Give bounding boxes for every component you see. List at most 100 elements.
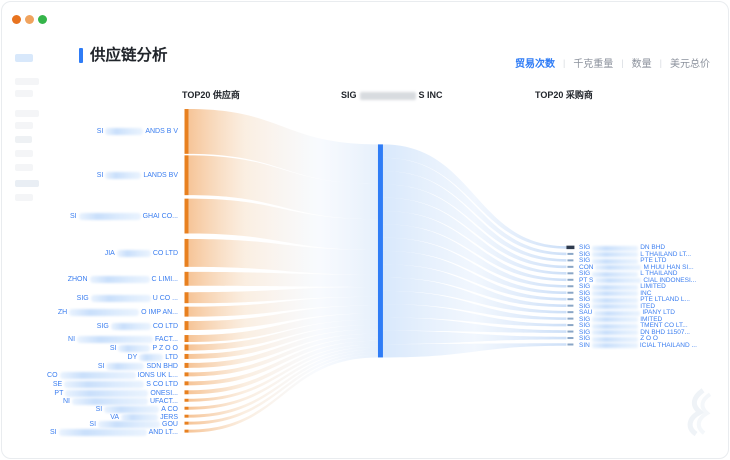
supplier-label[interactable]: PT ONESI...: [54, 390, 178, 397]
supplier-label[interactable]: SI SDN BHD: [98, 363, 178, 370]
supplier-node[interactable]: [184, 292, 189, 304]
supplier-label[interactable]: VA JERS: [110, 414, 178, 421]
supplier-label[interactable]: ZH O IMP AN...: [58, 309, 178, 316]
supplier-node[interactable]: [184, 414, 189, 418]
sidebar-item[interactable]: [15, 164, 33, 171]
supplier-label-prefix: SE: [52, 381, 63, 388]
sidebar-item[interactable]: [15, 180, 39, 187]
purchaser-label-suffix: Z O O: [640, 335, 658, 342]
sidebar-item[interactable]: [15, 194, 33, 201]
supplier-label[interactable]: SI LANDS BV: [97, 172, 178, 179]
flow-supplier-to-center: [188, 329, 378, 368]
supplier-label[interactable]: SI GHAI CO...: [70, 213, 178, 220]
purchaser-label[interactable]: SIG L THAILAND: [579, 270, 677, 278]
supplier-node[interactable]: [184, 198, 189, 234]
metric-tab[interactable]: 美元总价: [670, 59, 710, 70]
supplier-node[interactable]: [184, 335, 189, 343]
supplier-node[interactable]: [184, 381, 189, 386]
purchaser-label[interactable]: SIG ITED: [579, 302, 656, 311]
purchaser-label-suffix: L THAILAND LT...: [640, 250, 692, 258]
purchaser-node[interactable]: [567, 343, 574, 346]
supplier-label[interactable]: SI AND LT...: [50, 429, 178, 436]
purchaser-label[interactable]: SIG INC: [579, 290, 651, 298]
purchaser-label[interactable]: CON M HUU HAN SI...: [579, 264, 694, 272]
purchaser-label[interactable]: SIG TMENT CO LT...: [579, 322, 688, 330]
supplier-label[interactable]: SI GOU: [89, 421, 178, 428]
supplier-node[interactable]: [184, 321, 189, 331]
supplier-node[interactable]: [184, 238, 189, 267]
flow-supplier-to-center: [188, 305, 378, 331]
purchaser-label[interactable]: SAU IPANY LTD: [579, 309, 675, 317]
purchaser-label[interactable]: SIG IMITED: [579, 316, 662, 324]
purchaser-node[interactable]: [567, 285, 574, 288]
purchaser-node[interactable]: [567, 291, 574, 294]
supplier-label[interactable]: SI ANDS B V: [97, 128, 178, 135]
supplier-node[interactable]: [184, 353, 189, 359]
sidebar-item[interactable]: [15, 90, 33, 97]
supplier-node[interactable]: [184, 271, 189, 286]
purchaser-node[interactable]: [567, 278, 574, 281]
supplier-node[interactable]: [184, 109, 189, 154]
metric-tab[interactable]: 千克重量: [573, 59, 614, 70]
supplier-label[interactable]: SI A CO: [96, 406, 178, 413]
supplier-label[interactable]: SI P Z O O: [110, 345, 178, 352]
window-dot-green[interactable]: [38, 15, 47, 24]
purchaser-label[interactable]: SIG LIMITED: [579, 283, 666, 291]
sidebar-item[interactable]: [15, 136, 32, 143]
purchaser-label-suffix: ITED: [640, 302, 656, 310]
sidebar-item[interactable]: [15, 110, 39, 117]
purchaser-node[interactable]: [567, 259, 574, 262]
metric-tab[interactable]: 数量: [631, 59, 652, 70]
flow-supplier-to-center: [188, 324, 378, 359]
purchaser-node[interactable]: [567, 311, 574, 314]
purchaser-node[interactable]: [567, 265, 574, 268]
purchaser-label[interactable]: SIG DN BHD 11507...: [579, 329, 690, 337]
purchaser-label[interactable]: SIG PTE LTLAND L...: [579, 296, 690, 304]
metric-tab[interactable]: 贸易次数: [514, 59, 555, 70]
purchaser-label[interactable]: SIG Z O O: [579, 335, 658, 343]
supplier-label[interactable]: SE S CO LTD: [53, 381, 178, 388]
purchaser-node[interactable]: [567, 252, 574, 255]
supplier-node[interactable]: [184, 362, 189, 368]
sidebar-item[interactable]: [15, 78, 39, 85]
supplier-node[interactable]: [184, 406, 189, 410]
purchaser-label[interactable]: SIG L THAILAND LT...: [579, 250, 692, 259]
purchaser-node[interactable]: [567, 298, 574, 301]
purchaser-node[interactable]: [567, 330, 574, 333]
supplier-label-suffix: JERS: [160, 414, 178, 421]
supplier-node[interactable]: [184, 429, 189, 433]
supplier-label[interactable]: SIG U CO ...: [77, 295, 178, 302]
supplier-node[interactable]: [184, 372, 189, 377]
purchaser-label[interactable]: SIG DN BHD: [579, 244, 665, 252]
supplier-label[interactable]: NI UFACT...: [63, 398, 178, 405]
sidebar-item[interactable]: [15, 150, 33, 157]
purchaser-label[interactable]: SIG PTE LTD: [579, 257, 666, 265]
purchaser-node[interactable]: [567, 337, 574, 340]
supplier-label[interactable]: ZHON C LIMI...: [68, 276, 178, 283]
window-dot-orange-light[interactable]: [25, 15, 34, 24]
supplier-node[interactable]: [184, 306, 189, 317]
supplier-node[interactable]: [184, 421, 189, 425]
purchaser-node[interactable]: [567, 324, 574, 327]
supplier-label[interactable]: DY LTD: [128, 354, 178, 361]
window-dot-orange-dark[interactable]: [12, 15, 21, 24]
sidebar-item[interactable]: [15, 54, 33, 62]
purchaser-node[interactable]: [567, 304, 574, 307]
supplier-node[interactable]: [184, 398, 189, 402]
supplier-label[interactable]: CO IONS UK L...: [47, 372, 178, 379]
supplier-label[interactable]: NI FACT...: [68, 336, 178, 343]
sidebar-item[interactable]: [15, 122, 33, 129]
purchaser-label[interactable]: PT S CIAL INDONESI...: [579, 277, 696, 285]
supplier-node[interactable]: [184, 390, 189, 395]
supplier-node[interactable]: [184, 155, 189, 196]
tab-separator: |: [659, 57, 662, 68]
center-node[interactable]: [377, 144, 383, 358]
purchaser-node[interactable]: [567, 272, 574, 275]
supplier-label[interactable]: JIA CO LTD: [105, 250, 178, 257]
supplier-node[interactable]: [184, 344, 189, 351]
purchaser-node[interactable]: [567, 317, 574, 320]
purchaser-node[interactable]: [566, 245, 575, 250]
supplier-label[interactable]: SIG CO LTD: [97, 323, 178, 330]
purchaser-label[interactable]: SIN ICIAL THAILAND ...: [579, 342, 697, 350]
redacted-text: [78, 213, 141, 220]
